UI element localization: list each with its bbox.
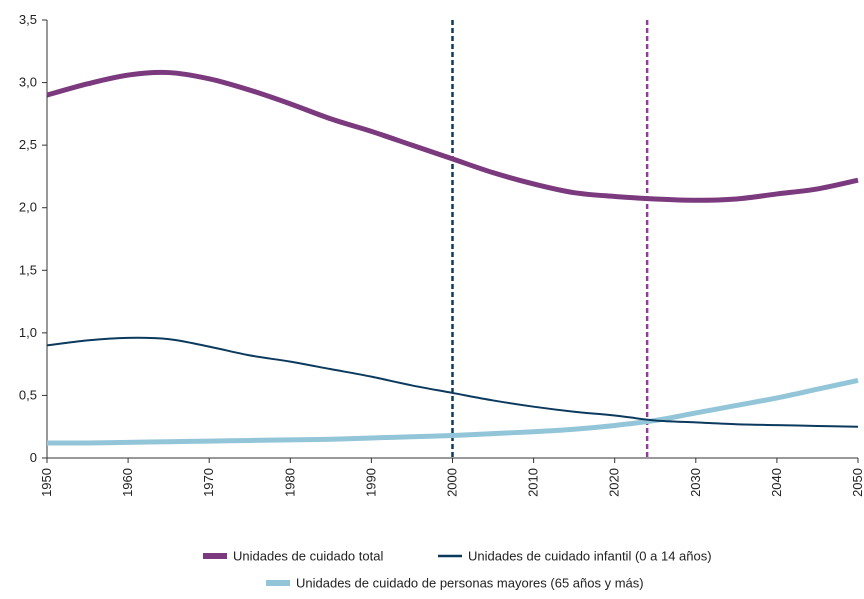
y-tick-label: 3,5 <box>19 12 37 27</box>
y-tick-label: 0 <box>30 450 37 465</box>
legend-item-elderly-label: Unidades de cuidado de personas mayores … <box>296 576 644 591</box>
x-tick-label: 1960 <box>120 468 135 497</box>
series-lines <box>46 69 859 446</box>
reference-lines <box>451 20 649 458</box>
x-tick-label: 1950 <box>39 468 54 497</box>
y-tick-label: 1,0 <box>19 325 37 340</box>
x-tick-label: 2030 <box>688 468 703 497</box>
y-tick-label: 1,5 <box>19 262 37 277</box>
x-tick-label: 1970 <box>201 468 216 497</box>
y-tick-label: 2,5 <box>19 137 37 152</box>
legend: Unidades de cuidado total Unidades de cui… <box>203 549 712 591</box>
x-tick-label: 1990 <box>363 468 378 497</box>
legend-item-child-label: Unidades de cuidado infantil (0 a 14 año… <box>468 549 712 564</box>
series-elderly-care-units <box>46 377 859 446</box>
x-tick-label: 2000 <box>445 468 460 497</box>
y-tick-label: 3,0 <box>19 75 37 90</box>
axes: 0 0,5 1,0 1,5 2,0 2,5 3,0 3,5 1950 1960 1970 1980 19… <box>19 12 864 497</box>
x-tick-label: 2010 <box>526 468 541 497</box>
legend-item-total-label: Unidades de cuidado total <box>233 549 383 564</box>
series-total-care-units <box>46 69 859 203</box>
series-child-care-units <box>46 336 859 428</box>
x-tick-label: 1980 <box>282 468 297 497</box>
y-tick-label: 0,5 <box>19 387 37 402</box>
y-tick-label: 2,0 <box>19 200 37 215</box>
x-tick-label: 2040 <box>769 468 784 497</box>
x-tick-label: 2020 <box>607 468 622 497</box>
x-tick-label: 2050 <box>850 468 864 497</box>
